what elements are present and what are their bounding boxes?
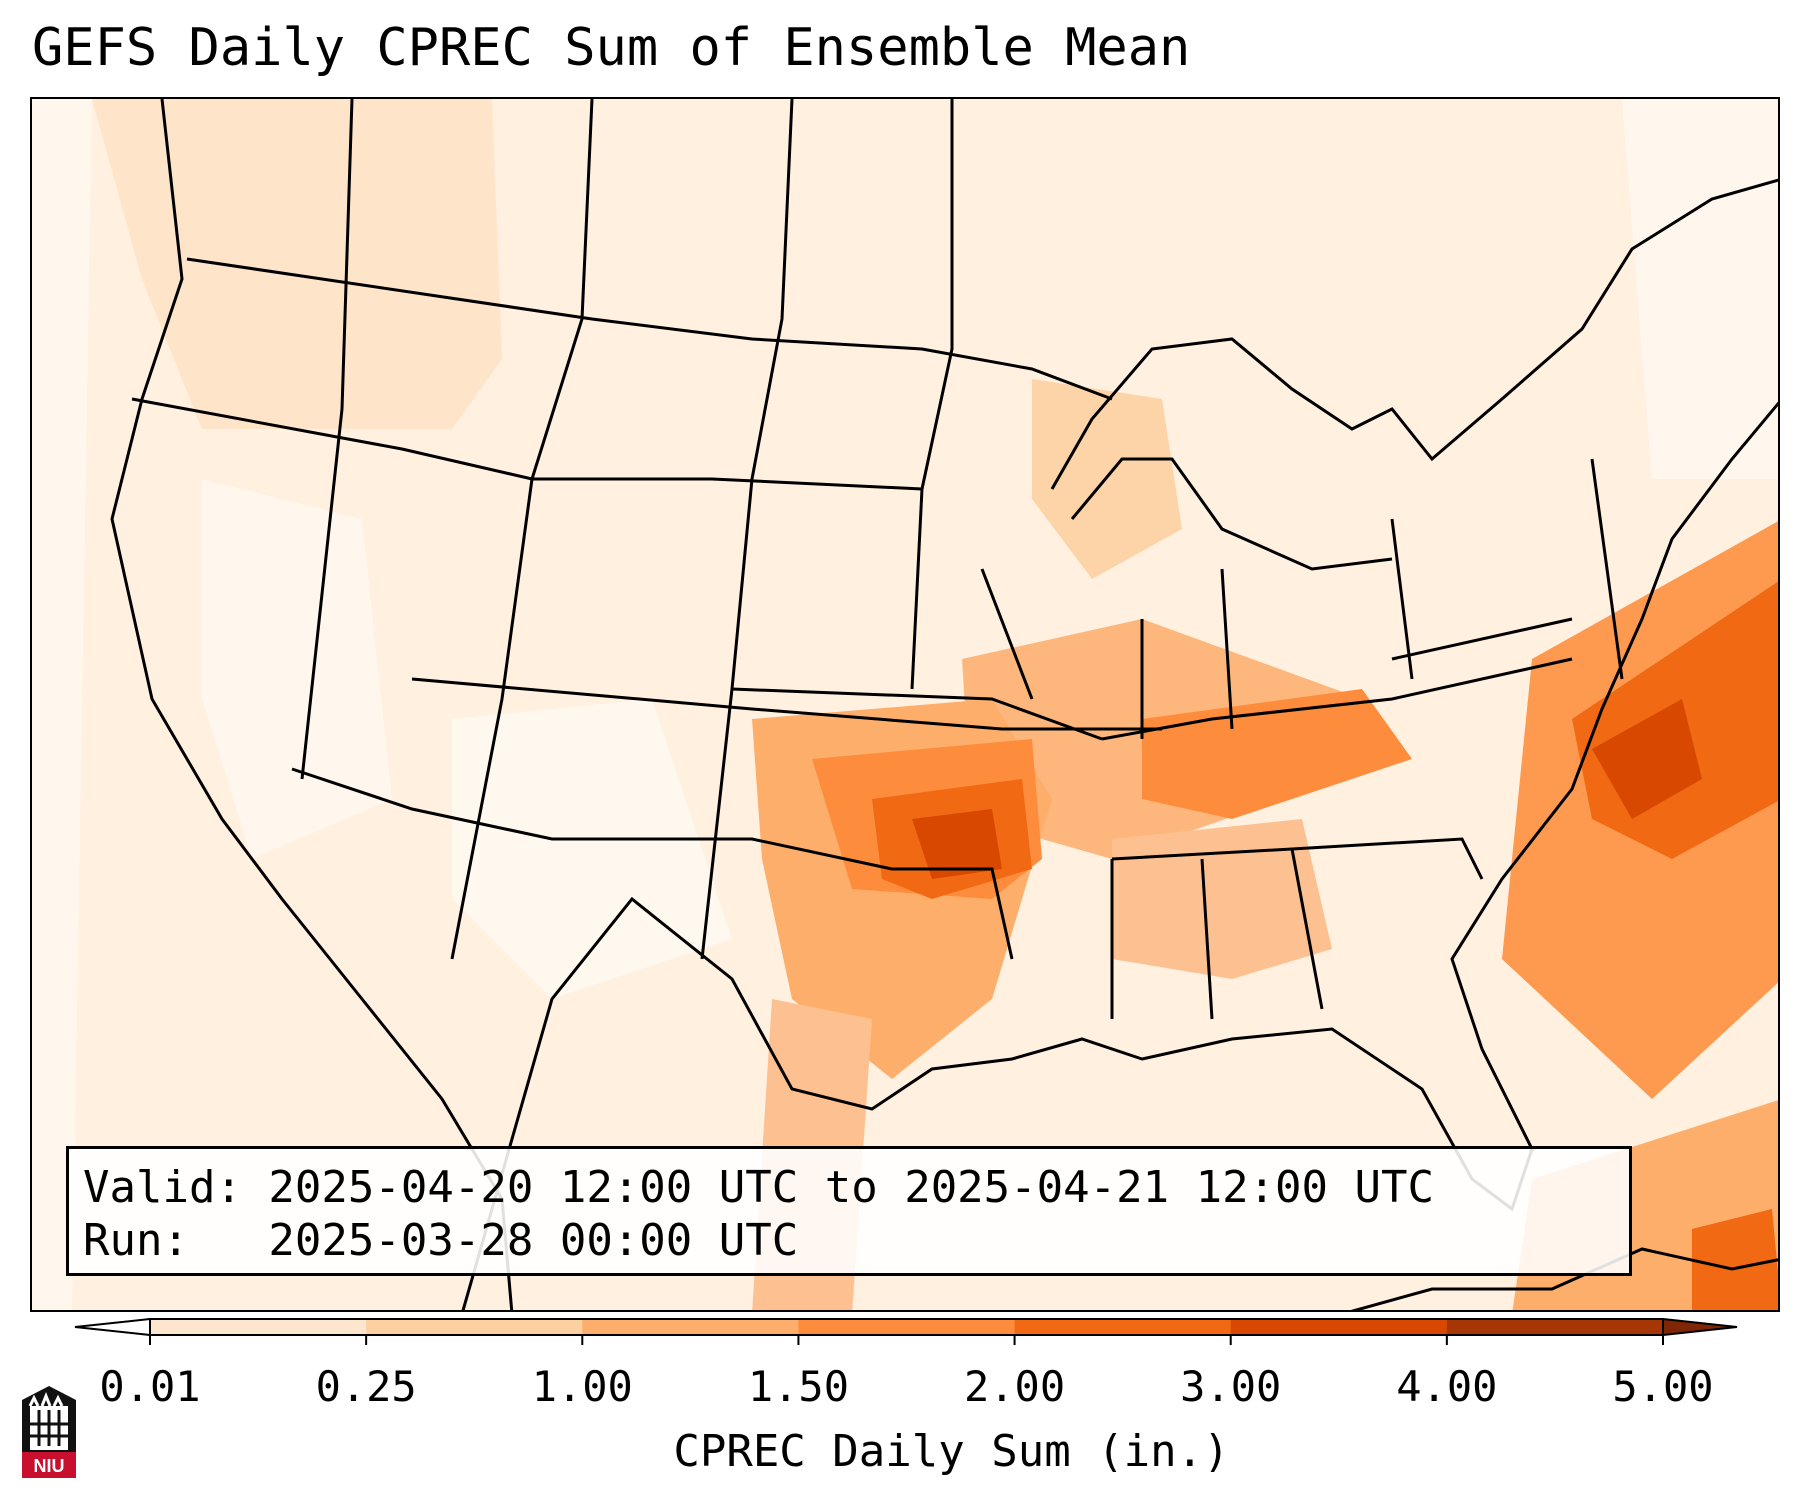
map-title: GEFS Daily CPREC Sum of Ensemble Mean — [32, 18, 1191, 78]
colorbar-tick-label: 2.00 — [963, 1362, 1066, 1411]
precip-shading — [32, 99, 1778, 1310]
colorbar-under-arrow-icon — [74, 1317, 151, 1337]
precipitation-map — [30, 97, 1780, 1312]
colorbar-border — [149, 1318, 1664, 1336]
colorbar-segment — [582, 1319, 799, 1335]
colorbar-tick-label: 1.50 — [747, 1362, 849, 1411]
colorbar-graphic — [74, 1317, 1738, 1345]
colorbar-segment — [1014, 1319, 1232, 1335]
colorbar-tick-label: 0.25 — [315, 1362, 417, 1411]
colorbar-tick-label: 0.01 — [99, 1362, 201, 1411]
valid-run-infobox: Valid: 2025-04-20 12:00 UTC to 2025-04-2… — [66, 1146, 1632, 1276]
colorbar-segment — [798, 1319, 1016, 1335]
logo-text: NIU — [34, 1456, 65, 1476]
colorbar-segment — [1230, 1319, 1448, 1335]
colorbar-segment — [150, 1319, 367, 1335]
colorbar-tick-label: 3.00 — [1180, 1362, 1282, 1411]
colorbar-tick-label: 4.00 — [1396, 1362, 1498, 1411]
colorbar-label: CPREC Daily Sum (in.) — [673, 1426, 1230, 1477]
valid-time-text: Valid: 2025-04-20 12:00 UTC to 2025-04-2… — [83, 1162, 1435, 1213]
colorbar-segment — [1446, 1319, 1664, 1335]
colorbar-over-arrow-icon — [1662, 1317, 1738, 1337]
colorbar-tick-label: 1.00 — [531, 1362, 633, 1411]
niu-logo-icon: NIU — [22, 1386, 76, 1478]
colorbar-tick-label: 5.00 — [1612, 1362, 1714, 1411]
run-time-text: Run: 2025-03-28 00:00 UTC — [83, 1215, 799, 1266]
colorbar — [0, 1312, 1803, 1372]
map-canvas — [32, 99, 1778, 1310]
state-boundaries — [110, 99, 1778, 1310]
colorbar-segment — [366, 1319, 583, 1335]
